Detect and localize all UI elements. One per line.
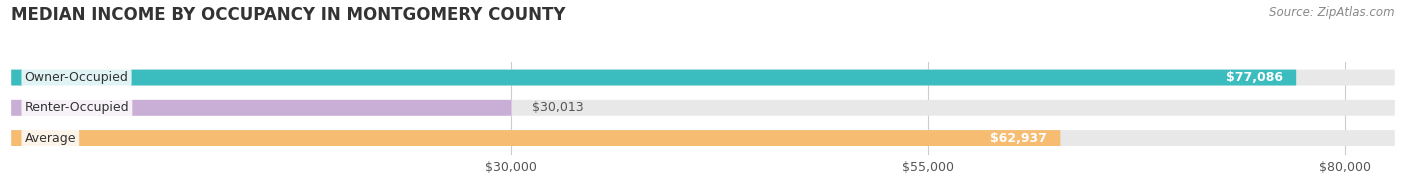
FancyBboxPatch shape — [11, 70, 1296, 85]
Text: Owner-Occupied: Owner-Occupied — [24, 71, 128, 84]
FancyBboxPatch shape — [11, 100, 1395, 116]
Text: Average: Average — [24, 132, 76, 144]
FancyBboxPatch shape — [11, 70, 1395, 85]
Text: $62,937: $62,937 — [990, 132, 1047, 144]
FancyBboxPatch shape — [11, 130, 1060, 146]
FancyBboxPatch shape — [11, 100, 512, 116]
Text: MEDIAN INCOME BY OCCUPANCY IN MONTGOMERY COUNTY: MEDIAN INCOME BY OCCUPANCY IN MONTGOMERY… — [11, 6, 565, 24]
FancyBboxPatch shape — [11, 130, 1395, 146]
Text: $30,013: $30,013 — [531, 101, 583, 114]
Text: Source: ZipAtlas.com: Source: ZipAtlas.com — [1270, 6, 1395, 19]
Text: $77,086: $77,086 — [1226, 71, 1282, 84]
Text: Renter-Occupied: Renter-Occupied — [24, 101, 129, 114]
